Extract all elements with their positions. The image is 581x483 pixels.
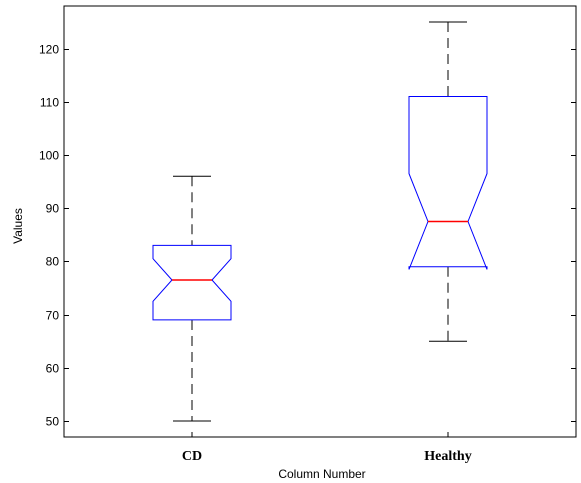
x-tick-label-cd: CD	[182, 449, 202, 464]
y-ticks: 50 60 70 80 90 100 110 120	[39, 43, 576, 429]
plot-frame	[63, 5, 577, 438]
y-axis-label: Values	[11, 208, 25, 244]
box-cd	[152, 175, 232, 422]
y-tick-label: 110	[40, 96, 59, 110]
y-tick-label: 70	[46, 309, 60, 323]
notched-box	[152, 244, 232, 321]
y-tick-label: 60	[46, 362, 60, 376]
y-tick-label: 80	[46, 255, 60, 269]
y-tick-label: 90	[46, 202, 60, 216]
box-healthy	[408, 21, 488, 342]
y-tick-label: 50	[46, 415, 60, 429]
x-axis-label: Column Number	[278, 467, 365, 481]
y-tick-label: 100	[39, 149, 59, 163]
boxes	[152, 21, 488, 422]
x-tick-label-healthy: Healthy	[424, 449, 471, 464]
x-tick-labels: CD Healthy	[182, 432, 472, 464]
axes	[63, 5, 577, 438]
notched-box	[408, 96, 488, 270]
y-tick-label: 120	[39, 43, 59, 57]
